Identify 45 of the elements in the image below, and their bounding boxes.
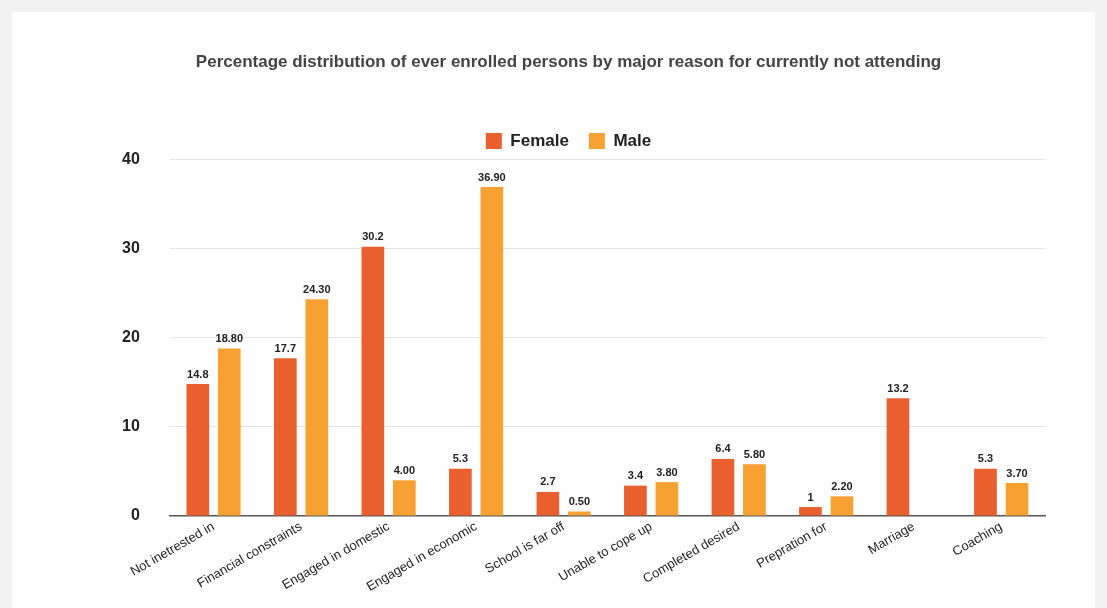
data-label: 2.20	[831, 479, 853, 492]
bar	[743, 464, 766, 516]
data-label: 5.3	[977, 452, 994, 465]
bar	[655, 482, 679, 516]
bar	[799, 507, 822, 516]
legend-label: Male	[613, 130, 652, 150]
data-label: 3.70	[1006, 466, 1028, 479]
data-label: 1	[807, 490, 814, 503]
data-label: 30.2	[362, 230, 384, 243]
bar	[1005, 482, 1029, 516]
bar	[393, 480, 416, 516]
data-label: 4.00	[393, 463, 416, 476]
bar	[480, 187, 504, 516]
data-label: 0.50	[568, 495, 591, 508]
bar	[449, 468, 472, 516]
data-label: 3.80	[656, 465, 678, 478]
data-label: 18.80	[215, 331, 244, 344]
data-label: 36.90	[478, 170, 506, 183]
chart-title: Percentage distribution of ever enrolled persons by major reason for currently not attending	[195, 51, 942, 71]
bar	[536, 491, 560, 516]
bar	[361, 246, 385, 516]
data-label: 13.2	[887, 381, 909, 394]
data-label: 5.3	[452, 452, 469, 465]
y-tick-label: 30	[122, 238, 140, 256]
data-label: 2.7	[540, 475, 556, 488]
bar	[305, 299, 329, 516]
bar	[830, 496, 854, 516]
y-tick-label: 40	[122, 149, 140, 167]
data-label: 6.4	[715, 442, 732, 455]
bar	[624, 485, 647, 516]
legend-label: Female	[510, 130, 569, 150]
bar	[711, 458, 735, 516]
y-tick-label: 10	[122, 417, 140, 435]
bar	[974, 468, 997, 516]
data-label: 5.80	[743, 447, 766, 460]
data-label: 17.7	[274, 341, 297, 354]
y-tick-label: 0	[130, 506, 140, 524]
bar	[186, 384, 210, 516]
data-label: 14.8	[187, 367, 209, 380]
data-label: 24.30	[303, 282, 331, 295]
y-tick-label: 20	[122, 328, 140, 346]
data-label: 3.4	[627, 469, 644, 482]
bar	[217, 348, 241, 516]
bar	[273, 358, 297, 516]
bar	[886, 398, 910, 516]
